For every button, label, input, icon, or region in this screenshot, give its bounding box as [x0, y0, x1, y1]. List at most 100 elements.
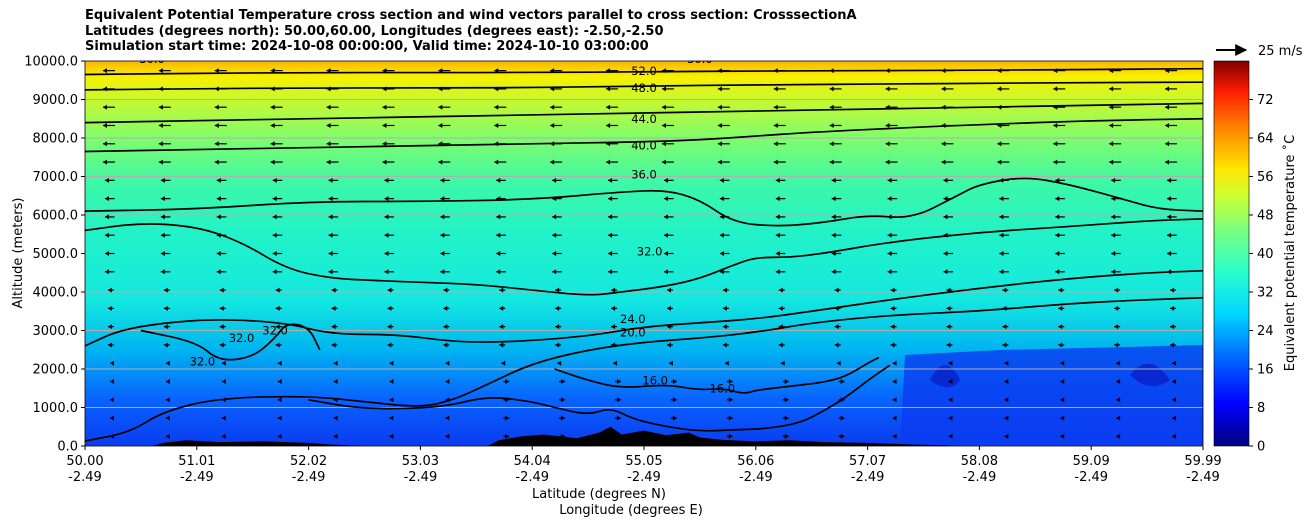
x-tick-label-lon: -2.49	[739, 470, 773, 485]
wind-vector-head	[840, 433, 845, 439]
wind-vector-head	[216, 269, 221, 275]
wind-vector-head	[775, 269, 780, 275]
wind-vector-head	[221, 415, 226, 421]
wind-vector-head	[382, 122, 387, 128]
x-tick-label-lon: -2.49	[1074, 470, 1108, 485]
wind-vector-head	[1055, 251, 1060, 256]
wind-vector-head	[158, 68, 163, 74]
wind-vector-head	[999, 251, 1004, 256]
wind-vector-head	[328, 251, 333, 256]
wind-vector-head	[270, 122, 275, 128]
wind-vector-head	[104, 232, 109, 238]
wind-vector-head	[382, 159, 387, 165]
contour-44.0	[85, 102, 1203, 124]
wind-vector-head	[104, 214, 109, 220]
wind-vector-head	[885, 122, 890, 128]
x-axis-label: Latitude (degrees N)	[532, 487, 666, 502]
wind-vector-head	[496, 214, 501, 220]
wind-vector-head	[943, 196, 948, 202]
wind-vector-head	[778, 305, 783, 311]
wind-vector-head	[104, 269, 109, 275]
wind-vector-head	[997, 141, 1002, 147]
cold-pool-core	[930, 363, 1170, 388]
wind-vector-head	[1058, 287, 1063, 293]
y-tick-label: 4000.0	[33, 286, 79, 301]
wind-vector-head	[719, 269, 724, 275]
wind-vector-head	[829, 122, 834, 128]
wind-vector-head	[333, 415, 338, 421]
wind-vector-head	[668, 360, 673, 366]
wind-vector-head	[606, 86, 611, 92]
wind-vector-head	[663, 214, 668, 220]
wind-vector-head	[1055, 196, 1060, 202]
wind-vector-head	[272, 177, 277, 183]
wind-vector-head	[221, 360, 226, 366]
wind-vector-head	[1172, 433, 1177, 439]
y-tick-label: 5000.0	[33, 247, 79, 262]
colorbar-tick-label: 72	[1257, 93, 1274, 108]
wind-vector-head	[1170, 305, 1175, 311]
wind-vector-head	[885, 86, 890, 92]
wind-vector-head	[1111, 251, 1116, 256]
wind-vector-head	[384, 177, 389, 183]
wind-vector-head	[440, 196, 445, 202]
wind-vector-head	[214, 104, 219, 110]
wind-vector-head	[890, 287, 895, 293]
wind-vector-head	[163, 287, 168, 293]
wind-vector-head	[389, 397, 394, 403]
wind-vector-head	[270, 104, 275, 110]
wind-vector-head	[389, 360, 394, 366]
wind-vector-head	[552, 251, 557, 256]
wind-vector-head	[611, 305, 616, 311]
terrain-mask	[152, 426, 958, 446]
wind-vector-head	[606, 122, 611, 128]
wind-vector-head	[1165, 159, 1170, 165]
contour-label: 16.0	[709, 381, 735, 395]
wind-vector-head	[1109, 86, 1114, 92]
colorbar-tick-label: 40	[1257, 247, 1274, 262]
y-tick-label: 8000.0	[33, 132, 79, 147]
wind-vector-head	[160, 232, 165, 238]
wind-vector-head	[784, 379, 789, 385]
wind-vector-head	[443, 305, 448, 311]
contour-label: 36.0	[631, 168, 657, 182]
wind-vector-head	[999, 214, 1004, 220]
contour-label: 32.0	[637, 245, 663, 259]
wind-vector-head	[102, 159, 107, 165]
wind-vector-head	[1170, 324, 1175, 330]
x-tick-label-lon: -2.49	[515, 470, 549, 485]
x-tick-label-lon: -2.49	[68, 470, 102, 485]
wind-vector-head	[1167, 177, 1172, 183]
contour-label: 44.0	[631, 112, 657, 126]
x-tick-label-lon: -2.49	[1186, 470, 1220, 485]
wind-vector-head	[158, 122, 163, 128]
wind-vector-head	[941, 159, 946, 165]
wind-vector-head	[890, 342, 895, 348]
wind-vector-head	[943, 214, 948, 220]
wind-vector-head	[887, 177, 892, 183]
x-tick-label-lat: 51.01	[178, 454, 215, 469]
wind-vector-head	[333, 379, 338, 385]
wind-vector-head	[1109, 141, 1114, 147]
wind-vector-head	[829, 159, 834, 165]
wind-vector-head	[948, 397, 953, 403]
wind-vector-head	[555, 342, 560, 348]
wind-vector-head	[216, 214, 221, 220]
wind-vector-head	[1111, 177, 1116, 183]
wind-vector-head	[102, 141, 107, 147]
x-tick-label-lat: 54.04	[514, 454, 551, 469]
wind-vector-head	[277, 397, 282, 403]
wind-vector-head	[834, 342, 839, 348]
wind-vector-head	[775, 251, 780, 256]
wind-vector-head	[384, 251, 389, 256]
wind-vector-head	[1165, 86, 1170, 92]
wind-vector-head	[1002, 342, 1007, 348]
wind-vector-head	[331, 342, 336, 348]
wind-vector-head	[160, 214, 165, 220]
wind-vector-head	[1170, 342, 1175, 348]
wind-vector-head	[728, 379, 733, 385]
wind-vector-head	[219, 342, 224, 348]
wind-vector-head	[829, 104, 834, 110]
wind-vector-head	[724, 360, 729, 366]
wind-vector-head	[778, 287, 783, 293]
